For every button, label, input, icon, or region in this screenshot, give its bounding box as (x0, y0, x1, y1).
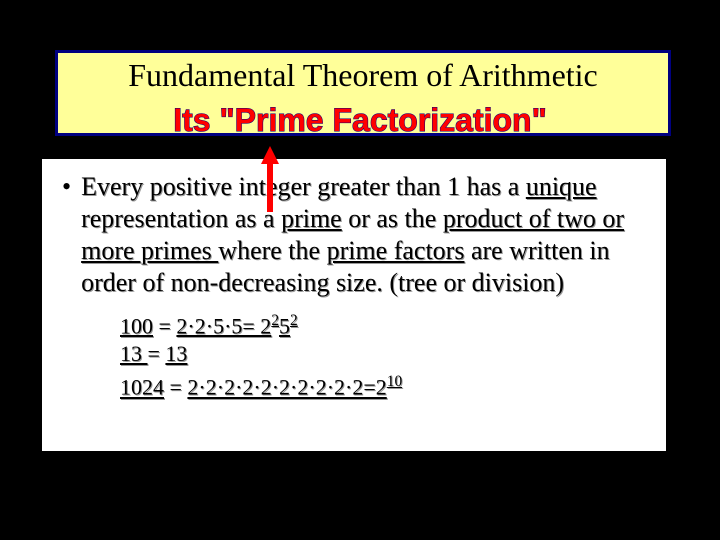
title-text: Fundamental Theorem of Arithmetic (58, 53, 668, 94)
subtitle-text: Its "Prime Factorization" (0, 102, 720, 139)
example-3: 1024 = 2·2·2·2·2·2·2·2·2·2=210 (120, 368, 648, 401)
ex1-eq: = (153, 313, 176, 338)
ex3-lhs: 1024 (120, 375, 164, 400)
theorem-u1: unique (526, 172, 597, 201)
content-box: • Every positive integer greater than 1 … (38, 155, 670, 455)
ex3-sup: 10 (387, 373, 402, 390)
ex2-eq: = (148, 341, 166, 366)
ex2-rhs: 13 (165, 341, 187, 366)
ex3-eq: = (164, 375, 187, 400)
theorem-p1: Every positive integer greater than 1 ha… (81, 172, 526, 201)
theorem-text: Every positive integer greater than 1 ha… (81, 171, 648, 299)
ex2-lhs: 13 (120, 341, 148, 366)
theorem-p3: or as the (342, 204, 443, 233)
ex1-sup2: 2 (290, 312, 298, 329)
theorem-bullet-row: • Every positive integer greater than 1 … (60, 171, 648, 299)
ex1-rhs-a: 2·2·5·5= 2 (176, 313, 271, 338)
ex1-rhs-b: 5 (279, 313, 290, 338)
example-2: 13 = 13 (120, 340, 648, 368)
theorem-u2: prime (281, 204, 342, 233)
example-1: 100 = 2·2·5·5= 2252 (120, 307, 648, 340)
ex1-sup1: 2 (271, 312, 279, 329)
bullet-char: • (62, 171, 71, 203)
examples-block: 100 = 2·2·5·5= 2252 13 = 13 1024 = 2·2·2… (120, 307, 648, 402)
theorem-p2: representation as a (81, 204, 281, 233)
theorem-u4: prime factors (327, 236, 465, 265)
ex3-rhs-a: 2·2·2·2·2·2·2·2·2·2=2 (187, 375, 386, 400)
theorem-p4: where the (218, 236, 326, 265)
ex1-lhs: 100 (120, 313, 153, 338)
